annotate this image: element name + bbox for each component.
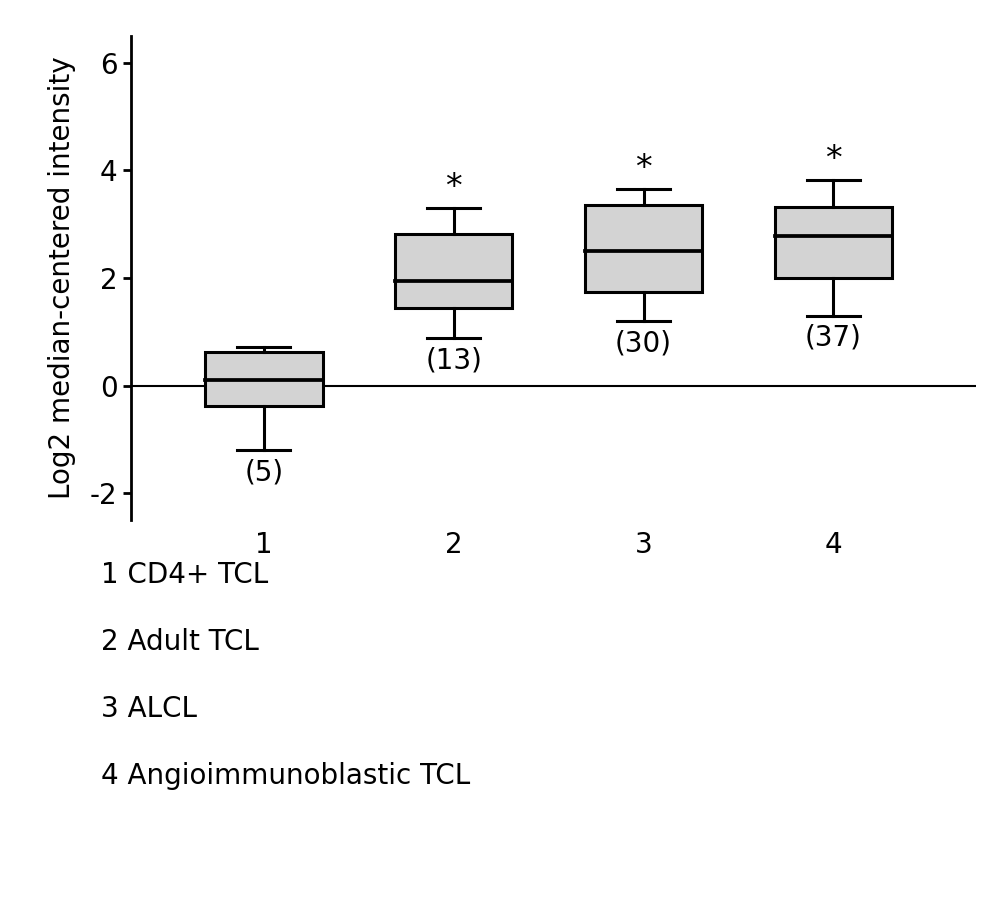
Text: *: *: [635, 152, 652, 185]
FancyBboxPatch shape: [775, 207, 892, 278]
Text: (5): (5): [244, 458, 284, 486]
Text: 3 ALCL: 3 ALCL: [101, 695, 196, 723]
Text: (13): (13): [426, 346, 482, 374]
FancyBboxPatch shape: [394, 234, 512, 308]
Text: *: *: [825, 143, 842, 176]
Y-axis label: Log2 median-centered intensity: Log2 median-centered intensity: [48, 57, 76, 500]
Text: 4 Angioimmunoblastic TCL: 4 Angioimmunoblastic TCL: [101, 762, 470, 790]
Text: (37): (37): [805, 324, 862, 352]
FancyBboxPatch shape: [205, 353, 323, 406]
Text: (30): (30): [615, 329, 672, 357]
Text: *: *: [446, 170, 462, 204]
Text: 2 Adult TCL: 2 Adult TCL: [101, 628, 259, 656]
FancyBboxPatch shape: [584, 205, 702, 292]
Text: 1 CD4+ TCL: 1 CD4+ TCL: [101, 561, 268, 588]
